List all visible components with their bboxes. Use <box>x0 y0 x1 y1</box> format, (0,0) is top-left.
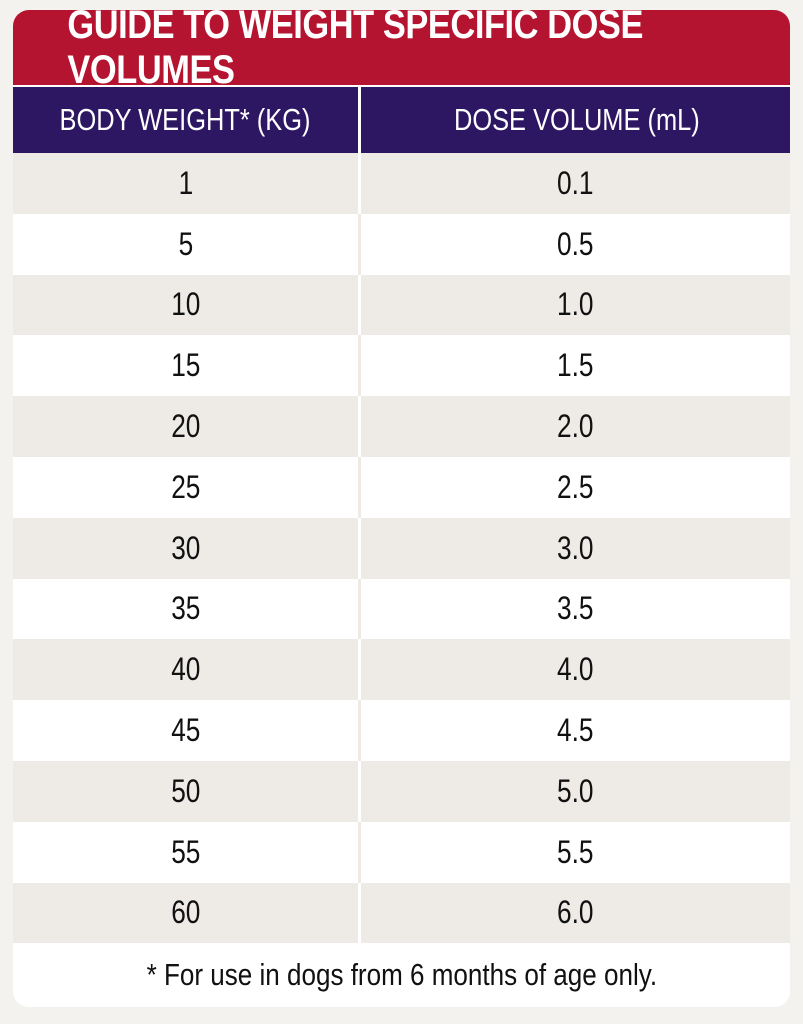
header-divider <box>358 87 361 153</box>
table-row: 1 0.1 <box>13 153 790 214</box>
dose-table-card: GUIDE TO WEIGHT SPECIFIC DOSE VOLUMES BO… <box>13 10 790 1007</box>
body-weight-cell: 40 <box>13 639 361 701</box>
column-header-dose: DOSE VOLUME (mL) <box>454 102 700 137</box>
dose-volume-cell: 2.5 <box>557 468 594 505</box>
table-body: 1 0.1 5 0.5 10 1.0 15 1.5 20 2.0 25 2.5 30 3.0 35 3.5 40… <box>13 153 790 944</box>
body-weight-cell: 20 <box>13 396 361 457</box>
body-weight-cell: 30 <box>13 517 361 579</box>
dose-volume-cell: 0.1 <box>557 164 594 201</box>
table-title: GUIDE TO WEIGHT SPECIFIC DOSE VOLUMES <box>13 10 790 92</box>
dose-volume-cell: 0.5 <box>557 225 594 262</box>
body-weight-cell: 55 <box>13 821 361 883</box>
body-weight-cell: 45 <box>13 700 361 761</box>
table-row: 10 1.0 <box>13 274 790 336</box>
body-weight-cell: 60 <box>13 882 361 944</box>
table-row: 5 0.5 <box>13 213 790 275</box>
dose-volume-cell: 5.5 <box>557 833 594 870</box>
table-row: 20 2.0 <box>13 396 790 457</box>
table-row: 30 3.0 <box>13 517 790 579</box>
table-row: 15 1.5 <box>13 335 790 397</box>
dose-volume-cell: 1.0 <box>557 286 594 323</box>
dose-volume-cell: 1.5 <box>557 347 594 384</box>
table-row: 40 4.0 <box>13 639 790 701</box>
table-header-row: BODY WEIGHT* (KG) DOSE VOLUME (mL) <box>13 85 790 153</box>
table-row: 60 6.0 <box>13 882 790 944</box>
table-row: 35 3.5 <box>13 578 790 640</box>
dose-volume-cell: 4.0 <box>557 651 594 688</box>
body-weight-cell: 50 <box>13 760 361 822</box>
dose-volume-cell: 2.0 <box>557 408 594 445</box>
table-title-text: GUIDE TO WEIGHT SPECIFIC DOSE VOLUMES <box>67 10 643 92</box>
body-weight-cell: 5 <box>13 213 361 275</box>
dose-volume-cell: 3.5 <box>557 590 594 627</box>
dose-volume-cell: 3.0 <box>557 529 594 566</box>
table-row: 50 5.0 <box>13 760 790 822</box>
body-weight-cell: 10 <box>13 274 361 336</box>
table-row: 25 2.5 <box>13 456 790 518</box>
body-weight-cell: 25 <box>13 456 361 518</box>
dose-volume-cell: 5.0 <box>557 772 594 809</box>
footnote: * For use in dogs from 6 months of age o… <box>13 943 790 1007</box>
table-row: 45 4.5 <box>13 700 790 761</box>
body-weight-cell: 35 <box>13 578 361 640</box>
body-weight-cell: 15 <box>13 335 361 397</box>
body-weight-cell: 1 <box>13 153 361 214</box>
table-row: 55 5.5 <box>13 821 790 883</box>
dose-volume-cell: 6.0 <box>557 894 594 931</box>
dose-volume-cell: 4.5 <box>557 712 594 749</box>
column-header-weight: BODY WEIGHT* (KG) <box>60 102 311 137</box>
